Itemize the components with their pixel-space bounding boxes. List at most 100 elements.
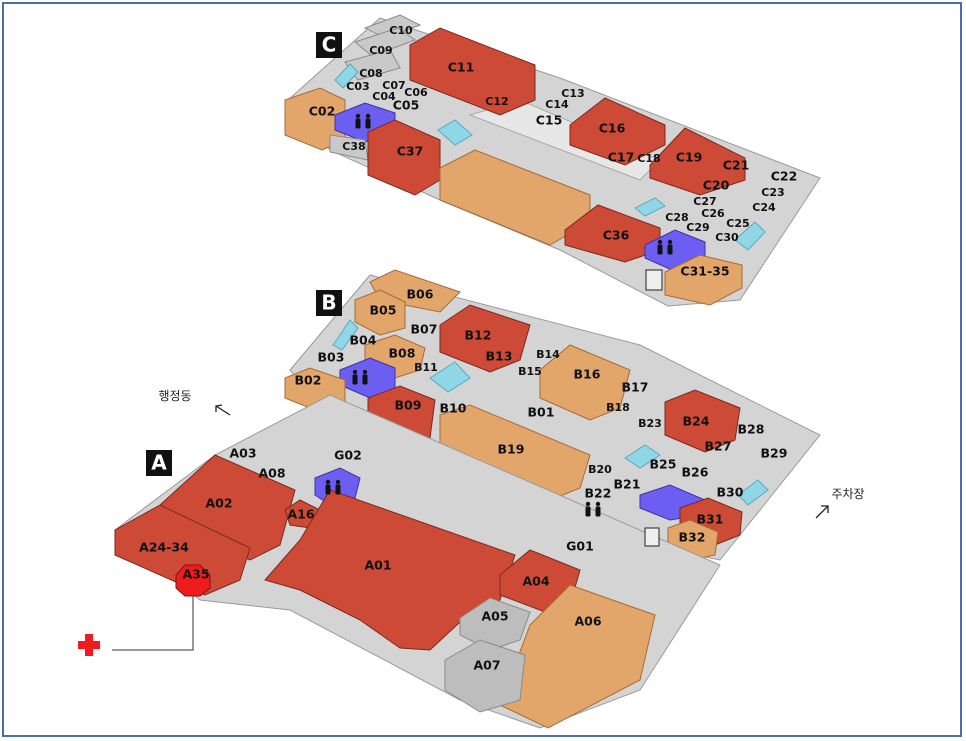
room-label-b05[interactable]: B05 <box>370 303 397 318</box>
room-label-b04[interactable]: B04 <box>350 333 377 348</box>
room-a07-shape[interactable] <box>444 639 526 713</box>
room-label-a05[interactable]: A05 <box>481 609 508 624</box>
stair-b-mid <box>429 361 471 393</box>
room-label-c11[interactable]: C11 <box>448 60 475 75</box>
room-label-b30[interactable]: B30 <box>717 485 744 500</box>
room-label-c14[interactable]: C14 <box>545 98 569 111</box>
room-label-c18[interactable]: C18 <box>637 152 660 165</box>
room-label-c04[interactable]: C04 <box>372 90 396 103</box>
room-label-b10[interactable]: B10 <box>440 401 467 416</box>
room-label-b21[interactable]: B21 <box>614 477 641 492</box>
room-label-a04[interactable]: A04 <box>522 574 549 589</box>
room-label-b17[interactable]: B17 <box>622 380 649 395</box>
room-label-a03[interactable]: A03 <box>229 446 256 461</box>
room-label-c28[interactable]: C28 <box>665 211 688 224</box>
zone-a-label: A <box>151 451 167 475</box>
room-label-b16[interactable]: B16 <box>574 367 601 382</box>
room-label-c13[interactable]: C13 <box>561 87 584 100</box>
room-label-c07[interactable]: C07 <box>382 79 405 92</box>
room-label-a07[interactable]: A07 <box>473 658 500 673</box>
room-label-b07[interactable]: B07 <box>411 322 438 337</box>
stair-b-left <box>332 319 359 351</box>
room-label-b23[interactable]: B23 <box>638 417 662 430</box>
room-label-b19[interactable]: B19 <box>498 442 525 457</box>
room-c09-shape[interactable] <box>353 27 417 57</box>
room-label-c21[interactable]: C21 <box>723 158 750 173</box>
room-label-b12[interactable]: B12 <box>465 328 492 343</box>
room-label-c30[interactable]: C30 <box>715 231 739 244</box>
room-c31-35-shape[interactable] <box>664 254 743 306</box>
room-a35-shape[interactable] <box>175 564 211 597</box>
room-label-c12[interactable]: C12 <box>485 95 508 108</box>
room-b24-shape[interactable] <box>664 389 741 453</box>
room-b12-shape[interactable] <box>439 304 531 373</box>
room-label-b32[interactable]: B32 <box>679 530 706 545</box>
room-label-b27[interactable]: B27 <box>705 439 732 454</box>
room-label-c38[interactable]: C38 <box>342 140 365 153</box>
elevator-a-icon <box>644 527 660 547</box>
room-label-c20[interactable]: C20 <box>703 178 730 193</box>
room-label-c25[interactable]: C25 <box>726 217 749 230</box>
room-label-c15[interactable]: C15 <box>536 113 563 128</box>
room-label-b25[interactable]: B25 <box>650 457 677 472</box>
room-label-c24[interactable]: C24 <box>752 201 776 214</box>
room-label-b20[interactable]: B20 <box>588 463 612 476</box>
room-label-c36[interactable]: C36 <box>603 228 630 243</box>
room-a05-shape[interactable] <box>459 597 531 651</box>
room-label-b15[interactable]: B15 <box>518 365 542 378</box>
room-label-c05[interactable]: C05 <box>393 98 420 113</box>
room-label-c06[interactable]: C06 <box>404 86 428 99</box>
room-label-a06[interactable]: A06 <box>574 614 601 629</box>
room-label-c19[interactable]: C19 <box>676 150 703 165</box>
room-label-g01[interactable]: G01 <box>566 539 594 554</box>
room-label-c26[interactable]: C26 <box>701 207 725 220</box>
room-b16-shape[interactable] <box>539 344 631 421</box>
room-label-c08[interactable]: C08 <box>359 67 382 80</box>
room-label-a16[interactable]: A16 <box>287 507 314 522</box>
room-label-c17[interactable]: C17 <box>608 150 635 165</box>
room-label-g02[interactable]: G02 <box>334 448 362 463</box>
room-label-c31-35[interactable]: C31-35 <box>680 264 729 279</box>
room-label-b13[interactable]: B13 <box>486 349 513 364</box>
room-label-b08[interactable]: B08 <box>389 346 416 361</box>
room-label-b26[interactable]: B26 <box>682 465 709 480</box>
room-c19-shape[interactable] <box>649 127 746 196</box>
room-label-b11[interactable]: B11 <box>414 361 438 374</box>
room-label-b29[interactable]: B29 <box>761 446 788 461</box>
room-label-c10[interactable]: C10 <box>389 24 413 37</box>
first-aid-leader <box>112 596 194 651</box>
room-label-a35[interactable]: A35 <box>182 567 209 582</box>
room-label-c23[interactable]: C23 <box>761 186 784 199</box>
room-b05-shape[interactable] <box>354 289 406 336</box>
room-label-a01[interactable]: A01 <box>364 558 391 573</box>
room-label-b31[interactable]: B31 <box>697 512 724 527</box>
admin-direction-label: 행정동 <box>158 388 191 403</box>
room-label-b06[interactable]: B06 <box>407 287 434 302</box>
room-label-b09[interactable]: B09 <box>395 398 422 413</box>
block-b <box>284 269 821 561</box>
block-c <box>284 14 821 307</box>
room-c16-shape[interactable] <box>569 97 666 166</box>
room-label-b18[interactable]: B18 <box>606 401 630 414</box>
room-a24-34-shape[interactable] <box>114 504 251 596</box>
room-label-c29[interactable]: C29 <box>686 221 709 234</box>
room-label-c22[interactable]: C22 <box>771 169 798 184</box>
zone-b-badge: B <box>316 290 342 316</box>
room-label-b24[interactable]: B24 <box>683 414 710 429</box>
room-label-a02[interactable]: A02 <box>205 496 232 511</box>
room-label-c37[interactable]: C37 <box>397 144 424 159</box>
room-label-c09[interactable]: C09 <box>369 44 392 57</box>
room-label-b14[interactable]: B14 <box>536 348 560 361</box>
room-label-a24-34[interactable]: A24-34 <box>139 540 189 555</box>
room-label-a08[interactable]: A08 <box>258 466 285 481</box>
room-label-b22[interactable]: B22 <box>585 486 612 501</box>
room-label-b28[interactable]: B28 <box>738 422 765 437</box>
room-label-b01[interactable]: B01 <box>528 405 555 420</box>
room-label-c27[interactable]: C27 <box>693 195 716 208</box>
room-label-b02[interactable]: B02 <box>295 373 322 388</box>
room-label-c16[interactable]: C16 <box>599 121 626 136</box>
room-label-c02[interactable]: C02 <box>309 104 336 119</box>
room-label-b03[interactable]: B03 <box>318 350 345 365</box>
room-c11-shape[interactable] <box>409 27 536 116</box>
room-label-c03[interactable]: C03 <box>346 80 369 93</box>
